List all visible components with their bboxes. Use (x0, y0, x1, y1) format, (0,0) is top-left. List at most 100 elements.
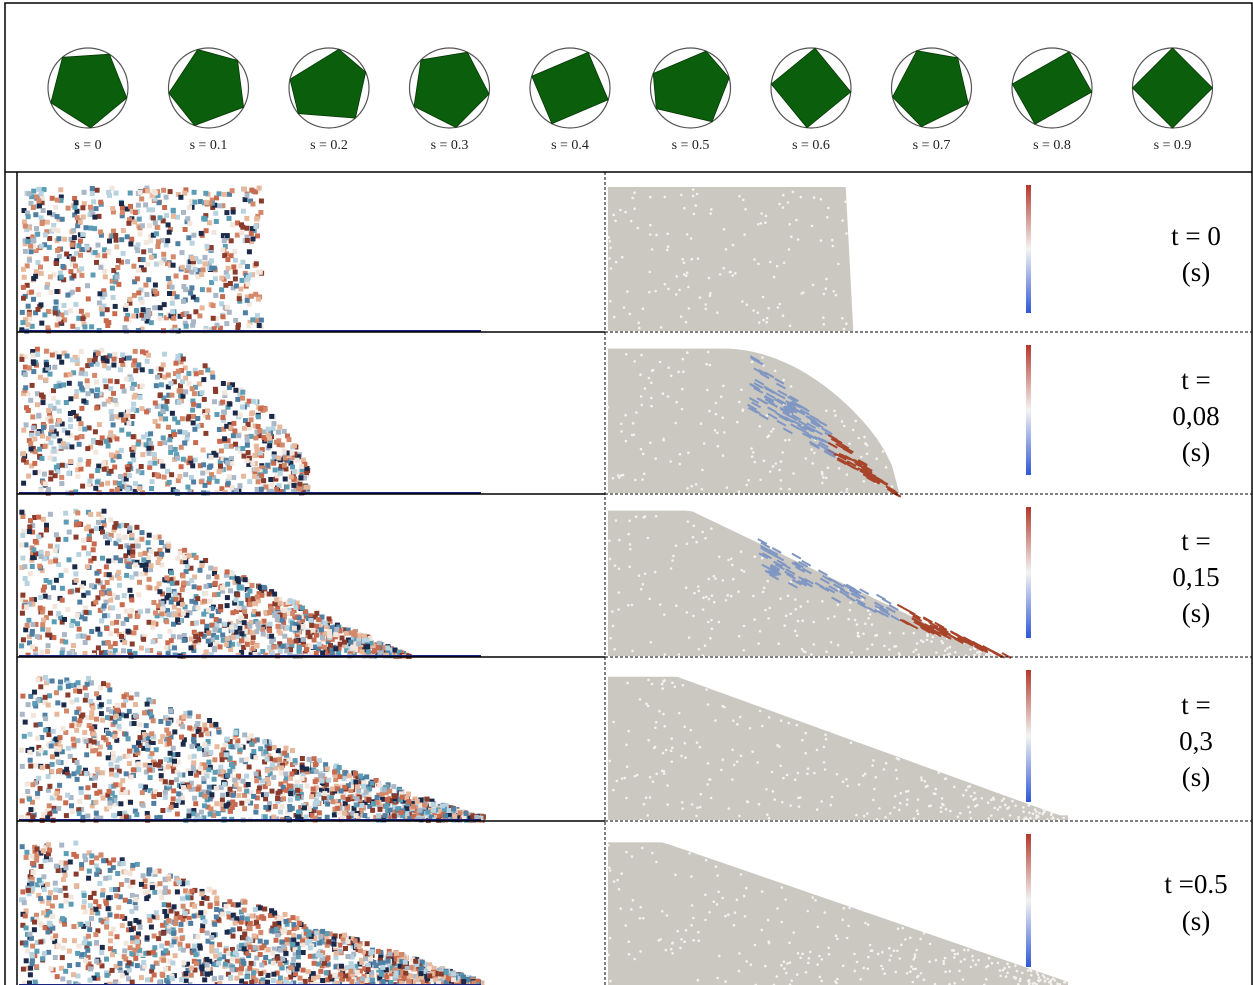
particle (55, 700, 61, 706)
particle (350, 811, 356, 817)
particle (35, 794, 40, 800)
particle (60, 441, 66, 447)
particle (22, 238, 28, 244)
particle (139, 223, 145, 229)
particle (84, 692, 90, 698)
particle (65, 683, 71, 689)
particle (49, 427, 55, 433)
particle (283, 466, 289, 472)
particle (235, 220, 240, 226)
particle (235, 396, 241, 402)
pore (614, 219, 617, 223)
velocity-vector (849, 587, 859, 595)
particle (78, 633, 84, 639)
pore (766, 579, 769, 583)
particle (186, 265, 192, 271)
particle (242, 732, 248, 738)
particle (42, 593, 48, 599)
velocity-vector (836, 457, 847, 464)
particle (235, 322, 241, 328)
particle (56, 408, 62, 414)
pore (692, 614, 695, 618)
particle (42, 694, 48, 700)
particle (128, 721, 134, 727)
pore (717, 620, 721, 624)
particle (136, 216, 142, 222)
particle (329, 625, 335, 631)
particle (199, 390, 205, 396)
particle (43, 675, 48, 680)
particle (205, 408, 211, 414)
particle (170, 634, 176, 640)
particle (277, 762, 282, 768)
particle (461, 814, 467, 820)
particle (182, 320, 188, 326)
particle (30, 523, 36, 528)
particle (32, 460, 38, 466)
particle (180, 393, 186, 399)
particle (85, 635, 91, 641)
particle (375, 645, 381, 651)
particle (75, 467, 81, 473)
particle (145, 735, 150, 741)
particle (165, 608, 170, 613)
particle (236, 605, 242, 611)
particle (26, 257, 32, 263)
pore (614, 519, 618, 522)
particle (24, 210, 30, 216)
particle (232, 734, 238, 740)
pore (926, 634, 929, 638)
particle (34, 346, 40, 352)
particle (21, 480, 27, 486)
particle (85, 283, 90, 289)
particle (241, 473, 246, 479)
particle (53, 577, 59, 583)
particle (158, 382, 164, 388)
particle (99, 515, 105, 521)
particle (219, 769, 225, 774)
particle (222, 621, 228, 627)
particle (129, 597, 135, 603)
particle (160, 362, 166, 368)
particle (225, 772, 231, 778)
particle (137, 257, 143, 262)
particle (253, 189, 258, 195)
particle (19, 509, 25, 515)
particle (197, 259, 203, 265)
particle (58, 194, 64, 200)
particle (103, 572, 109, 577)
particle (165, 547, 171, 553)
particle (300, 605, 305, 611)
particle (159, 600, 165, 606)
particle (248, 619, 254, 625)
particle (208, 565, 214, 571)
particle (383, 790, 389, 796)
particle (61, 350, 67, 356)
particle (277, 612, 283, 618)
particle (78, 421, 84, 427)
particle (205, 607, 211, 613)
particle (307, 634, 313, 640)
pore (624, 413, 627, 417)
particle (246, 738, 252, 744)
particle (195, 268, 201, 274)
particle (143, 282, 149, 288)
particle (116, 768, 122, 774)
particle (84, 681, 90, 687)
particle (244, 215, 250, 221)
particle (250, 640, 256, 646)
particle (111, 797, 117, 803)
particle (213, 292, 219, 298)
particle (88, 743, 94, 749)
particle (80, 814, 86, 820)
particle (52, 808, 58, 814)
particle (248, 433, 254, 439)
particle (205, 414, 211, 420)
pore (685, 611, 689, 614)
particle (232, 623, 238, 629)
particle (172, 758, 177, 764)
particle (31, 188, 37, 194)
particle (267, 435, 272, 441)
particle (112, 719, 118, 725)
particle (146, 445, 152, 451)
